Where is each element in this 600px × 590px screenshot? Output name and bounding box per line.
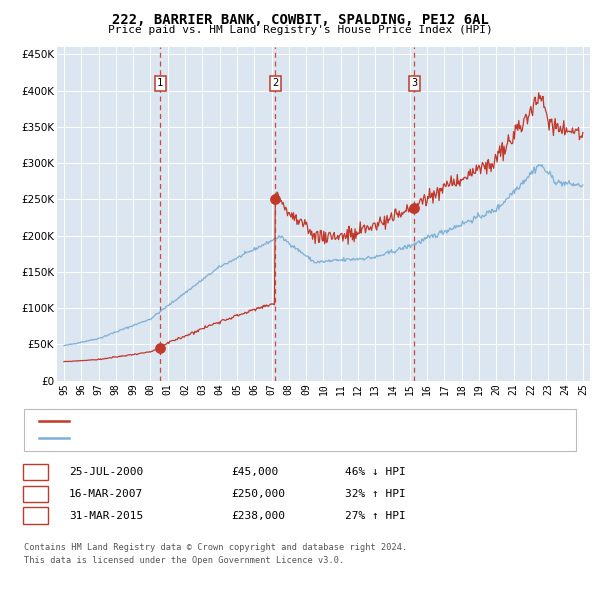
Text: 2: 2 xyxy=(272,78,278,88)
Text: 222, BARRIER BANK, COWBIT, SPALDING, PE12 6AL (detached house): 222, BARRIER BANK, COWBIT, SPALDING, PE1… xyxy=(75,417,439,426)
Text: 3: 3 xyxy=(32,511,39,520)
Point xyxy=(155,343,165,353)
Text: 2: 2 xyxy=(32,489,39,499)
Point xyxy=(409,204,419,213)
Point xyxy=(271,195,280,204)
Text: 31-MAR-2015: 31-MAR-2015 xyxy=(69,511,143,520)
Text: £45,000: £45,000 xyxy=(231,467,278,477)
Text: 27% ↑ HPI: 27% ↑ HPI xyxy=(345,511,406,520)
Text: 1: 1 xyxy=(157,78,163,88)
Text: Price paid vs. HM Land Registry's House Price Index (HPI): Price paid vs. HM Land Registry's House … xyxy=(107,25,493,35)
Text: 1: 1 xyxy=(32,467,39,477)
Text: £238,000: £238,000 xyxy=(231,511,285,520)
Text: 222, BARRIER BANK, COWBIT, SPALDING, PE12 6AL: 222, BARRIER BANK, COWBIT, SPALDING, PE1… xyxy=(112,13,488,27)
Text: 32% ↑ HPI: 32% ↑ HPI xyxy=(345,489,406,499)
Text: This data is licensed under the Open Government Licence v3.0.: This data is licensed under the Open Gov… xyxy=(24,556,344,565)
Text: HPI: Average price, detached house, South Holland: HPI: Average price, detached house, Sout… xyxy=(75,434,363,443)
Text: £250,000: £250,000 xyxy=(231,489,285,499)
Text: 16-MAR-2007: 16-MAR-2007 xyxy=(69,489,143,499)
Text: 25-JUL-2000: 25-JUL-2000 xyxy=(69,467,143,477)
Text: Contains HM Land Registry data © Crown copyright and database right 2024.: Contains HM Land Registry data © Crown c… xyxy=(24,543,407,552)
Text: 3: 3 xyxy=(411,78,418,88)
Text: 46% ↓ HPI: 46% ↓ HPI xyxy=(345,467,406,477)
